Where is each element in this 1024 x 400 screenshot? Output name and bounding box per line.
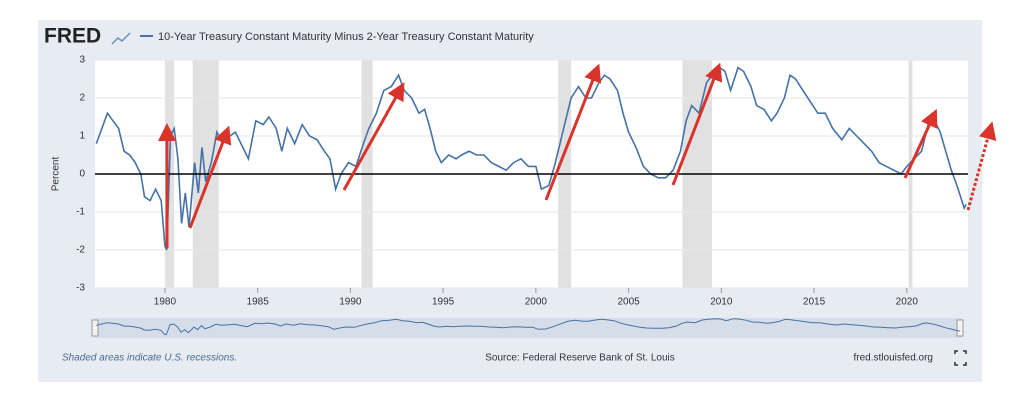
logo: FRED xyxy=(44,25,101,48)
source: Source: Federal Reserve Bank of St. Loui… xyxy=(485,353,675,364)
y-tick-label: -3 xyxy=(76,283,85,294)
navigator-handle[interactable] xyxy=(956,319,964,337)
x-tick-label: 2010 xyxy=(710,297,733,308)
y-tick-label: 1 xyxy=(79,131,85,142)
fullscreen-icon[interactable] xyxy=(954,350,967,366)
x-tick-label: 1995 xyxy=(432,297,455,308)
arrow xyxy=(903,108,938,179)
legend-label: 10-Year Treasury Constant Maturity Minus… xyxy=(158,31,534,43)
y-tick-label: 2 xyxy=(79,93,85,104)
series-line xyxy=(95,66,967,251)
navigator-series xyxy=(96,318,961,336)
arrow xyxy=(188,125,232,229)
x-tick-label: 2015 xyxy=(803,297,826,308)
recession-note: Shaded areas indicate U.S. recessions. xyxy=(62,353,237,364)
arrow xyxy=(671,62,723,186)
x-tick-label: 2005 xyxy=(617,297,640,308)
logo-icon xyxy=(111,32,131,45)
annotation-arrows xyxy=(158,62,997,248)
y-tick-label: -1 xyxy=(76,207,85,218)
arrow-dotted xyxy=(966,121,997,211)
y-axis-label: Percent xyxy=(51,157,62,192)
x-tick-label: 1980 xyxy=(154,297,177,308)
url[interactable]: fred.stlouisfed.org xyxy=(854,353,934,364)
y-tick-label: -2 xyxy=(76,245,85,256)
navigator xyxy=(95,318,962,338)
y-tick-label: 0 xyxy=(79,169,85,180)
x-tick-label: 2000 xyxy=(525,297,548,308)
x-tick-label: 1990 xyxy=(339,297,362,308)
x-tick-label: 1985 xyxy=(247,297,270,308)
y-tick-label: 3 xyxy=(79,55,85,66)
arrow xyxy=(342,82,405,191)
x-tick-label: 2020 xyxy=(896,297,919,308)
navigator-handle[interactable] xyxy=(91,319,99,337)
arrow xyxy=(544,63,602,201)
